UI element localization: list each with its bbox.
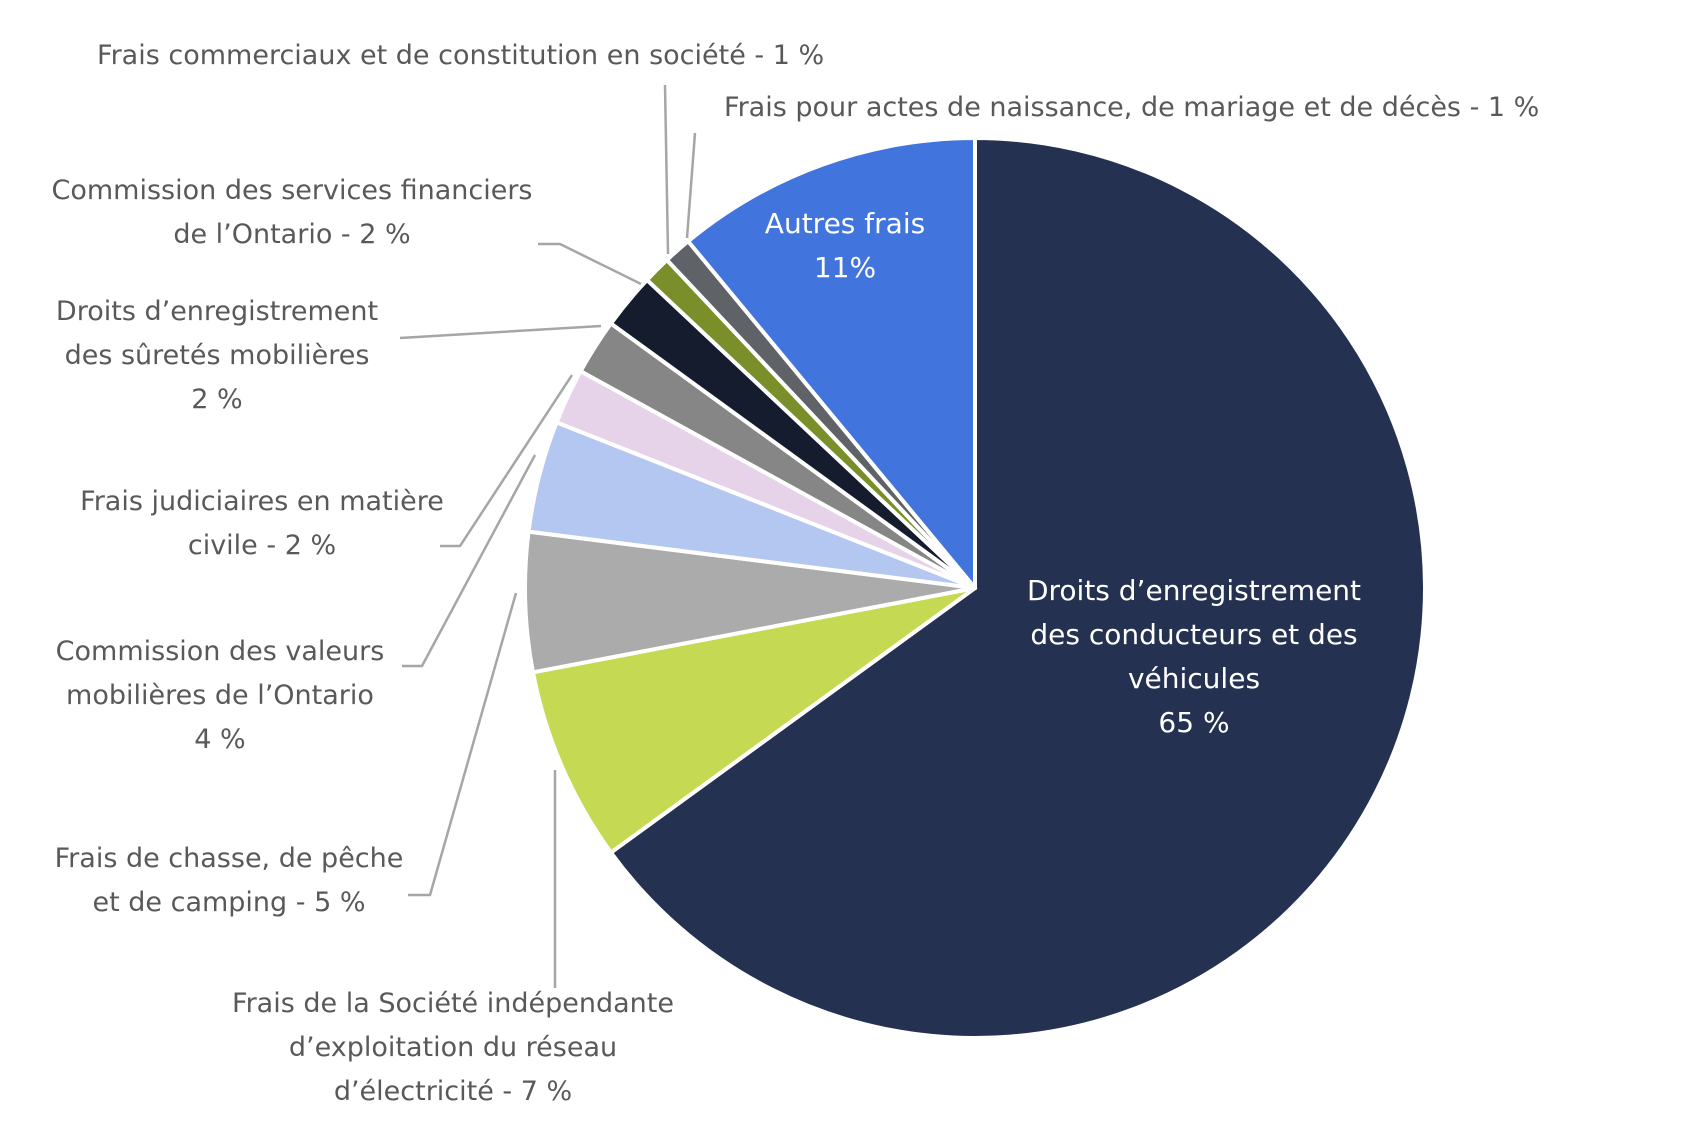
slice-label-line: et de camping - 5 % — [92, 887, 365, 918]
pie-slice-ieso — [530, 586, 977, 855]
slice-label-line: mobilières de l’Ontario — [66, 680, 374, 711]
slice-labels: Droits d’enregistrement des conducteurs e… — [52, 40, 1540, 1107]
leader-line-suretes — [399, 324, 602, 340]
slice-label-naissance: Frais pour actes de naissance, de mariag… — [724, 92, 1539, 123]
slice-label-line: d’exploitation du réseau — [289, 1032, 617, 1063]
slice-label-line: de l’Ontario - 2 % — [173, 219, 410, 250]
slice-label-valeurs: Commission des valeurs mobilières de l’On… — [56, 636, 385, 755]
slice-label-line: Frais commerciaux et de constitution en … — [97, 40, 824, 71]
slice-label-line: Droits d’enregistrement — [1027, 574, 1361, 607]
slice-label-line: Commission des valeurs — [56, 636, 385, 667]
leader-line-valeurs — [402, 454, 537, 668]
slice-label-line: 11% — [814, 251, 876, 284]
slice-label-suretes: Droits d’enregistrement des sûretés mobil… — [56, 296, 378, 415]
slice-label-commerciaux: Frais commerciaux et de constitution en … — [97, 40, 824, 71]
slice-label-autres: Autres frais 11% — [765, 207, 925, 284]
slice-label-cspo: Commission des services financiers de l’O… — [52, 175, 533, 250]
leader-line-naissance — [685, 132, 697, 239]
slice-label-ieso: Frais de la Société indépendante d’exploi… — [232, 988, 674, 1107]
leader-lines — [399, 84, 697, 988]
slice-label-line: des sûretés mobilières — [65, 340, 370, 371]
slice-label-line: Frais pour actes de naissance, de mariag… — [724, 92, 1539, 123]
slice-label-line: des conducteurs et des — [1030, 618, 1357, 651]
slice-label-line: civile - 2 % — [188, 530, 336, 561]
slice-label-judiciaires: Frais judiciaires en matière civile - 2 % — [80, 486, 444, 561]
leader-line-judiciaires — [440, 374, 574, 548]
pie-slice-autres — [686, 136, 977, 590]
pie-slices — [523, 136, 1427, 1040]
slice-label-line: Commission des services financiers — [52, 175, 533, 206]
slice-label-line: Droits d’enregistrement — [56, 296, 378, 327]
slice-label-line: Frais de chasse, de pêche — [55, 843, 404, 874]
slice-label-line: 4 % — [194, 724, 245, 755]
slice-label-line: 65 % — [1158, 706, 1229, 739]
leader-line-chasse — [408, 592, 518, 897]
slice-label-vehicules: Droits d’enregistrement des conducteurs e… — [1027, 574, 1361, 739]
slice-label-line: d’électricité - 7 % — [334, 1076, 572, 1107]
pie-slice-vehicules — [608, 136, 1427, 1040]
slice-label-line: Autres frais — [765, 207, 925, 240]
leader-line-commerciaux — [663, 84, 670, 255]
slice-label-line: véhicules — [1128, 662, 1260, 695]
slice-label-line: Frais de la Société indépendante — [232, 988, 674, 1019]
leader-line-cspo — [538, 242, 642, 286]
slice-label-line: 2 % — [191, 384, 242, 415]
slice-label-chasse: Frais de chasse, de pêche et de camping -… — [55, 843, 404, 918]
slice-label-line: Frais judiciaires en matière — [80, 486, 444, 517]
